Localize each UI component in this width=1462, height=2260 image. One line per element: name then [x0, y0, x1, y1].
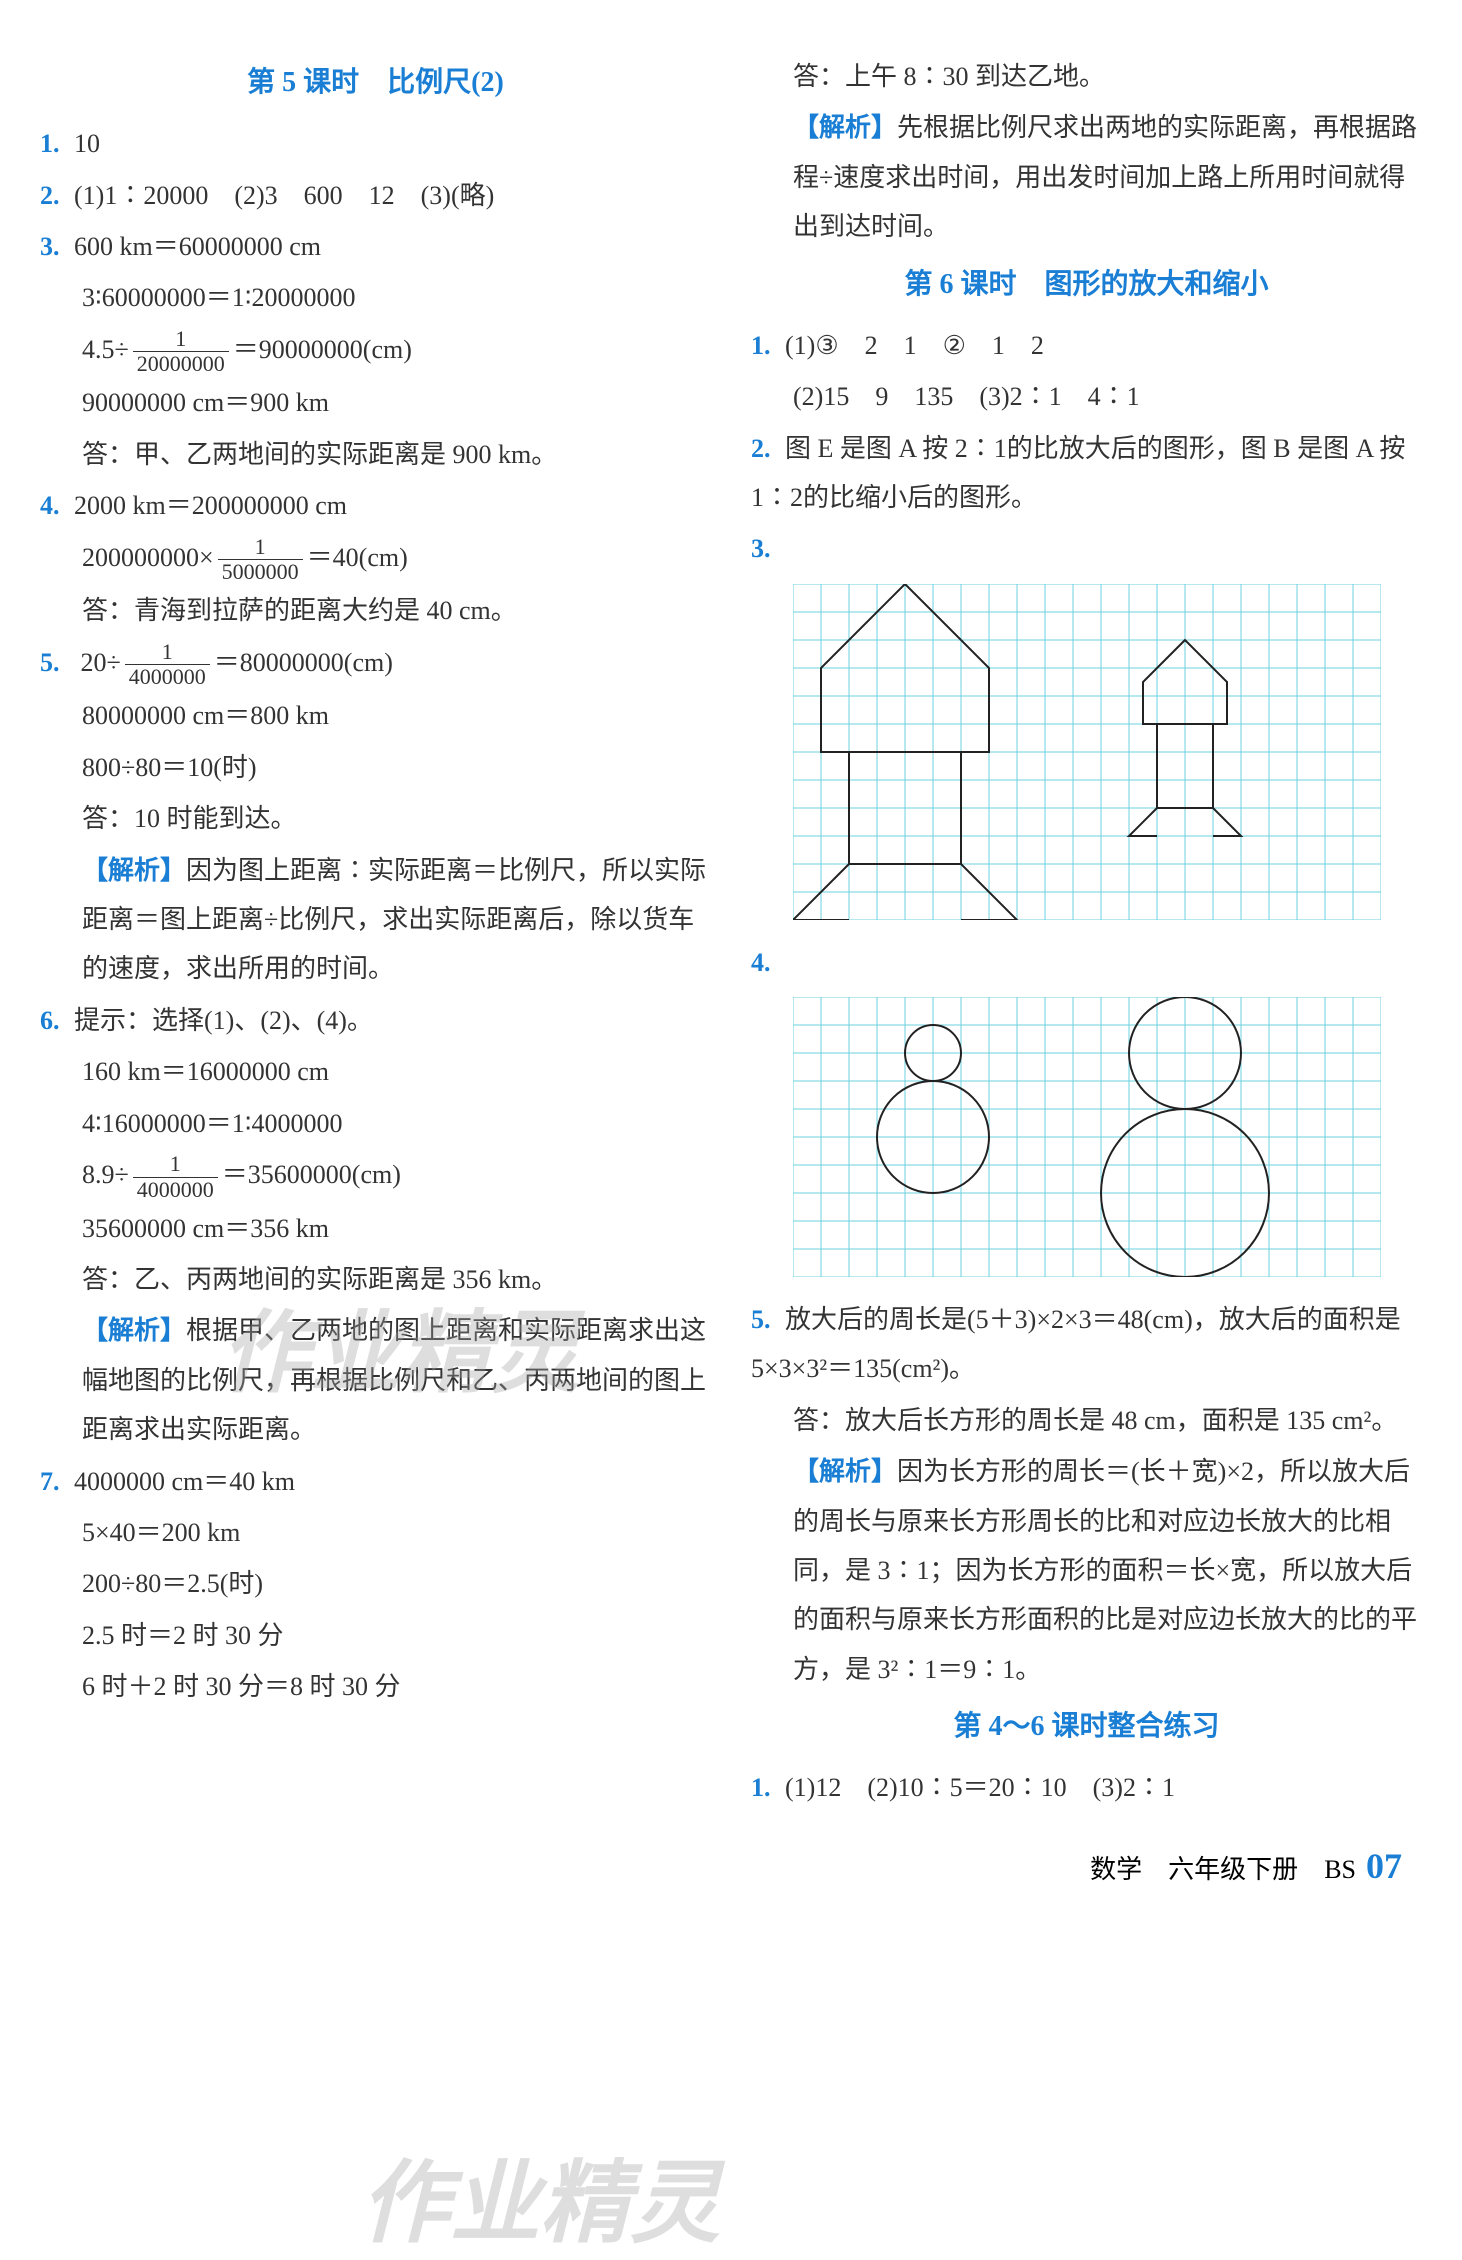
analysis-label: 【解析】: [82, 856, 186, 885]
suffix: ＝40(cm): [307, 543, 408, 572]
answer-text: 160 km＝16000000 cm: [40, 1047, 711, 1096]
answer-text: 600 km＝60000000 cm: [74, 232, 321, 261]
fraction: 120000000: [133, 327, 229, 376]
watermark-text: 作业精灵: [360, 2130, 720, 2260]
answer-text: 35600000 cm＝356 km: [40, 1204, 711, 1253]
answer-text: 2000 km＝200000000 cm: [74, 491, 347, 520]
analysis-block: 【解析】因为长方形的周长＝(长＋宽)×2，所以放大后的周长与原来长方形周长的比和…: [751, 1447, 1422, 1694]
answer-text: 5×40＝200 km: [40, 1508, 711, 1557]
prefix: 200000000×: [82, 543, 214, 572]
answer-text: 4000000 cm＝40 km: [74, 1467, 295, 1496]
analysis-label: 【解析】: [793, 1457, 897, 1486]
q7: 7.4000000 cm＝40 km: [40, 1457, 711, 1506]
answer-text: 80000000 cm＝800 km: [40, 691, 711, 740]
qnum: 5.: [40, 638, 74, 687]
qnum: 6.: [40, 996, 74, 1045]
left-column: 第 5 课时 比例尺(2) 1.10 2.(1)1∶20000 (2)3 600…: [40, 50, 711, 1815]
frac-expression: 200000000×15000000＝40(cm): [40, 533, 711, 585]
q3: 3.: [751, 524, 1422, 573]
qnum: 3.: [40, 222, 74, 271]
frac-expression: 8.9÷14000000＝35600000(cm): [40, 1150, 711, 1202]
answer-text: 答：青海到拉萨的距离大约是 40 cm。: [40, 586, 711, 635]
qnum: 7.: [40, 1457, 74, 1506]
grid-diagram-rockets: [793, 584, 1422, 920]
qnum: 4.: [751, 938, 785, 987]
analysis-block: 【解析】因为图上距离∶实际距离＝比例尺，所以实际距离＝图上距离÷比例尺，求出实际…: [40, 846, 711, 994]
fraction: 15000000: [218, 535, 303, 584]
page-footer: 数学 六年级下册 BS 07: [0, 1845, 1462, 1917]
page-content: 第 5 课时 比例尺(2) 1.10 2.(1)1∶20000 (2)3 600…: [0, 0, 1462, 1845]
q2: 2.(1)1∶20000 (2)3 600 12 (3)(略): [40, 171, 711, 220]
prefix: 8.9÷: [82, 1160, 129, 1189]
analysis-label: 【解析】: [82, 1316, 186, 1345]
answer-text: 提示：选择(1)、(2)、(4)。: [74, 1006, 373, 1035]
q5: 5. 20÷14000000＝80000000(cm): [40, 638, 711, 690]
answer-text: 答：上午 8∶30 到达乙地。: [751, 52, 1422, 101]
grid-diagram-snowmen: [793, 997, 1422, 1277]
answer-text: 10: [74, 129, 100, 158]
suffix: ＝35600000(cm): [222, 1160, 401, 1189]
section-title-lesson5: 第 5 课时 比例尺(2): [40, 56, 711, 109]
answer-text: 放大后的周长是(5＋3)×2×3＝48(cm)，放大后的面积是 5×3×3²＝1…: [751, 1305, 1401, 1383]
qnum: 1.: [40, 119, 74, 168]
q5: 5.放大后的周长是(5＋3)×2×3＝48(cm)，放大后的面积是 5×3×3²…: [751, 1295, 1422, 1394]
answer-text: 2.5 时＝2 时 30 分: [40, 1611, 711, 1660]
answer-text: 6 时＋2 时 30 分＝8 时 30 分: [40, 1662, 711, 1711]
qnum: 2.: [751, 424, 785, 473]
q1: 1.(1)③ 2 1 ② 1 2: [751, 321, 1422, 370]
qnum: 1.: [751, 1763, 785, 1812]
answer-text: (1)1∶20000 (2)3 600 12 (3)(略): [74, 181, 494, 210]
answer-text: 答：10 时能到达。: [40, 794, 711, 843]
qnum: 4.: [40, 481, 74, 530]
answer-text: (1)③ 2 1 ② 1 2: [785, 331, 1044, 360]
fraction: 14000000: [125, 640, 210, 689]
frac-expression: 4.5÷120000000＝90000000(cm): [40, 325, 711, 377]
rockets-svg: [793, 584, 1381, 920]
answer-text: 图 E 是图 A 按 2∶1的比放大后的图形，图 B 是图 A 按 1∶2的比缩…: [751, 434, 1405, 512]
page-number: 07: [1366, 1846, 1402, 1886]
q6: 6.提示：选择(1)、(2)、(4)。: [40, 996, 711, 1045]
answer-text: (2)15 9 135 (3)2∶1 4∶1: [751, 372, 1422, 421]
answer-text: 4∶16000000＝1∶4000000: [40, 1099, 711, 1148]
answer-text: 答：乙、丙两地间的实际距离是 356 km。: [40, 1255, 711, 1304]
q2: 2.图 E 是图 A 按 2∶1的比放大后的图形，图 B 是图 A 按 1∶2的…: [751, 424, 1422, 523]
qnum: 5.: [751, 1295, 785, 1344]
answer-text: 3∶60000000＝1∶20000000: [40, 273, 711, 322]
answer-text: 200÷80＝2.5(时): [40, 1559, 711, 1608]
suffix: ＝90000000(cm): [233, 335, 412, 364]
combined-q1: 1.(1)12 (2)10∶5＝20∶10 (3)2∶1: [751, 1763, 1422, 1812]
analysis-label: 【解析】: [793, 113, 897, 142]
footer-grade: 六年级下册: [1168, 1855, 1298, 1884]
qnum: 2.: [40, 171, 74, 220]
answer-text: 答：放大后长方形的周长是 48 cm，面积是 135 cm²。: [751, 1396, 1422, 1445]
prefix: 4.5÷: [82, 335, 129, 364]
prefix: 20÷: [81, 648, 121, 677]
q4: 4.2000 km＝200000000 cm: [40, 481, 711, 530]
q3: 3.600 km＝60000000 cm: [40, 222, 711, 271]
answer-text: (1)12 (2)10∶5＝20∶10 (3)2∶1: [785, 1773, 1175, 1802]
footer-subject: 数学: [1090, 1855, 1142, 1884]
answer-text: 90000000 cm＝900 km: [40, 378, 711, 427]
answer-text: 答：甲、乙两地间的实际距离是 900 km。: [40, 430, 711, 479]
snowmen-svg: [793, 997, 1381, 1277]
section-title-combined: 第 4～6 课时整合练习: [751, 1700, 1422, 1753]
footer-edition: BS: [1324, 1855, 1356, 1884]
analysis-block: 【解析】先根据比例尺求出两地的实际距离，再根据路程÷速度求出时间，用出发时间加上…: [751, 103, 1422, 251]
analysis-text: 因为长方形的周长＝(长＋宽)×2，所以放大后的周长与原来长方形周长的比和对应边长…: [793, 1457, 1417, 1684]
analysis-block: 【解析】根据甲、乙两地的图上距离和实际距离求出这幅地图的比例尺，再根据比例尺和乙…: [40, 1306, 711, 1454]
q1: 1.10: [40, 119, 711, 168]
fraction: 14000000: [133, 1152, 218, 1201]
right-column: 答：上午 8∶30 到达乙地。 【解析】先根据比例尺求出两地的实际距离，再根据路…: [751, 50, 1422, 1815]
qnum: 3.: [751, 524, 785, 573]
answer-text: 800÷80＝10(时): [40, 743, 711, 792]
section-title-lesson6: 第 6 课时 图形的放大和缩小: [751, 258, 1422, 311]
qnum: 1.: [751, 321, 785, 370]
q4: 4.: [751, 938, 1422, 987]
suffix: ＝80000000(cm): [214, 648, 393, 677]
